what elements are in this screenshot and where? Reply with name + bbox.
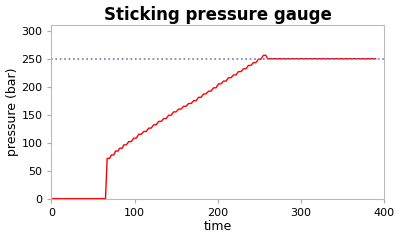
X-axis label: time: time bbox=[204, 220, 232, 234]
Y-axis label: pressure (bar): pressure (bar) bbox=[6, 68, 18, 156]
Title: Sticking pressure gauge: Sticking pressure gauge bbox=[104, 5, 332, 24]
